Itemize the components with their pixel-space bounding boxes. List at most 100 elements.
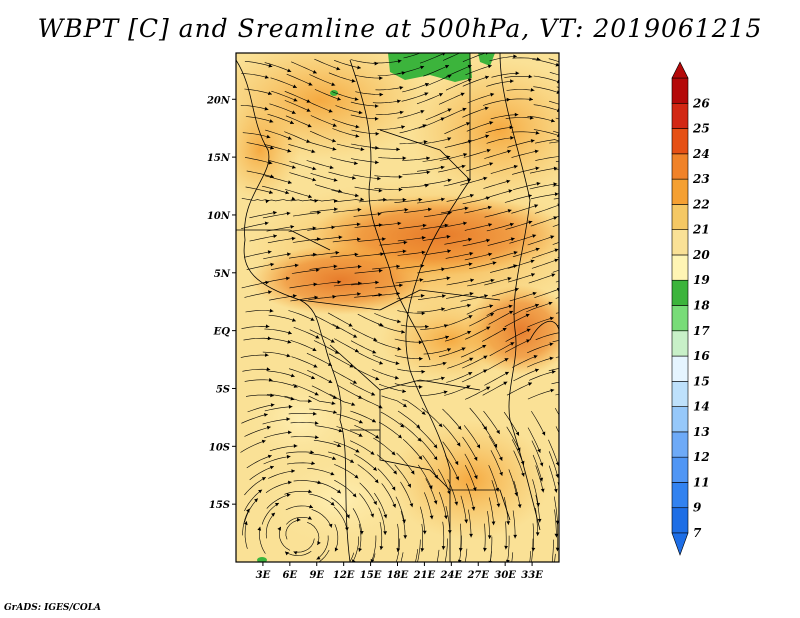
streamline [397,110,425,119]
streamline-arrow [553,166,558,171]
streamline [290,340,317,352]
streamline-arrow [286,417,291,421]
streamline-arrow [261,439,266,444]
streamline [466,483,475,511]
colorbar-segment [671,507,689,534]
streamline [531,248,559,259]
streamline [534,288,559,298]
lat-tick-label: 15S [209,500,230,511]
streamline-arrow [398,175,403,179]
streamline [350,340,377,354]
streamline [245,116,274,123]
streamline [292,384,319,396]
streamline [403,208,432,213]
colorbar-label: 25 [692,122,710,136]
streamline-arrow [513,54,517,59]
streamline [354,186,383,192]
colorbar-label: 26 [692,96,710,110]
streamline [425,74,452,87]
streamline-arrow [314,391,319,396]
streamline-arrow [447,348,451,352]
streamline [503,411,520,436]
streamline-arrow [440,165,445,170]
colorbar-segment [671,77,689,104]
streamline-arrow [499,471,503,476]
streamline-arrow [460,92,465,97]
streamline [351,143,379,149]
streamline-arrow [404,208,409,212]
streamline-arrow [287,136,292,140]
streamline [292,238,321,243]
streamline [417,377,445,382]
streamline [402,438,423,460]
streamline [557,256,559,258]
streamline-arrow [530,88,535,92]
streamline-arrow [313,364,318,368]
streamline-arrow [421,236,426,240]
streamline [336,426,363,437]
streamline-arrow [441,546,446,550]
streamline-arrow [530,139,535,143]
streamline [469,312,495,327]
streamline [307,522,320,546]
streamline-arrow [493,443,498,448]
streamline [314,236,343,241]
streamline-arrow [391,451,396,456]
streamline [309,408,337,414]
streamline-arrow [577,337,581,341]
colorbar-segment [671,128,689,155]
streamline [284,91,311,103]
streamline [270,380,298,388]
streamline-arrow [332,294,337,299]
streamline-arrow [355,449,360,453]
streamline-arrow [375,434,380,439]
shaded-field [236,53,582,562]
streamline [484,523,486,552]
streamline-arrow [535,532,540,536]
streamline [419,506,426,535]
streamline-arrow [555,462,559,466]
streamline [285,505,314,511]
streamline-arrow [488,252,493,257]
streamline [349,382,376,396]
streamline [397,237,426,242]
streamline-arrow [510,237,515,242]
streamline [314,58,341,70]
streamline [307,468,335,476]
streamline-arrow [273,210,277,215]
streamline-arrow [537,448,541,453]
streamline [313,281,342,286]
streamline-arrow [456,442,461,447]
streamline [417,198,445,204]
streamline [244,251,272,258]
streamline [527,357,554,368]
streamline-arrow [442,53,446,56]
streamline [505,117,534,119]
streamline [293,538,315,553]
streamline-arrow [246,508,250,513]
streamline [357,464,379,484]
streamline-arrow [330,471,335,476]
streamline [245,310,274,313]
streamline-arrow [243,521,248,526]
streamline [491,72,520,78]
streamline-arrow [469,533,473,538]
streamline [527,235,555,246]
streamline-arrow [354,474,359,479]
streamline [374,175,403,178]
streamline [380,209,409,213]
colorbar-label: 9 [693,501,702,515]
streamline [397,523,399,552]
streamline [507,535,510,562]
streamline-arrow [521,472,525,477]
streamline [529,551,531,562]
streamline-arrow [504,545,508,550]
streamline-arrow [312,70,317,74]
streamline-arrow [312,411,317,416]
streamline [462,107,489,118]
streamline-arrow [314,295,319,300]
streamline-arrow [578,288,582,292]
streamline [266,394,295,401]
streamline [309,74,336,86]
streamline-arrow [577,207,581,211]
